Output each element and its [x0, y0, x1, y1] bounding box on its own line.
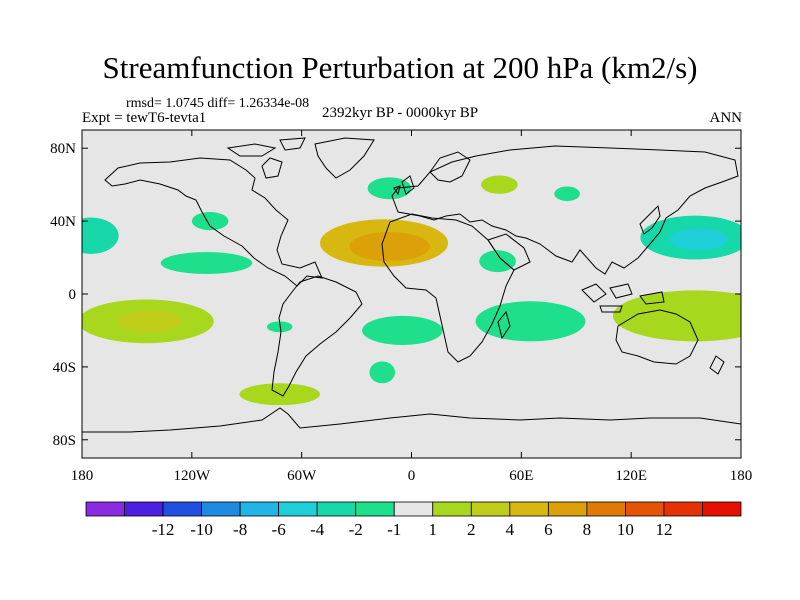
colorbar-swatch — [239, 501, 280, 517]
colorbar-label: 4 — [506, 520, 515, 539]
colorbar-swatch — [393, 501, 434, 517]
colorbar-label: 1 — [429, 520, 438, 539]
x-tick-label: 60E — [509, 468, 533, 484]
y-tick-label: 0 — [69, 287, 77, 303]
anomaly-europe-negative — [191, 212, 229, 231]
colorbar-swatch — [278, 501, 318, 517]
anomaly-north-africa-core — [349, 232, 430, 262]
colorbar-swatch — [586, 501, 626, 517]
anomaly-north-pacific-west-negative — [82, 217, 119, 254]
coastline-antarctica — [82, 407, 741, 433]
anomaly-north-africa-small-positive — [481, 175, 518, 194]
anomaly-north-atlantic-negative — [367, 177, 412, 200]
colorbar-label: -12 — [152, 520, 175, 539]
colorbar-label: -10 — [190, 520, 213, 539]
coastline-japan — [639, 204, 661, 235]
anomaly-east-pacific-core — [116, 310, 183, 333]
colorbar-swatch — [625, 501, 665, 517]
colorbar-label: 6 — [544, 520, 553, 539]
x-tick-label: 180 — [730, 468, 753, 484]
anomaly-central-asia-negative — [554, 186, 580, 202]
coastline-indonesia — [581, 283, 665, 313]
colorbar-label: -4 — [310, 520, 325, 539]
x-tick-label: 120E — [615, 468, 647, 484]
coastline-british-isles — [393, 175, 415, 196]
coastline-australia — [615, 309, 699, 365]
coastline-north-america — [104, 157, 323, 287]
colorbar-swatch — [162, 501, 202, 517]
anomaly-indian-ocean-negative — [475, 301, 586, 342]
x-tick-label: 180 — [71, 468, 94, 484]
colorbar-swatch — [201, 501, 241, 517]
colorbar-swatch — [85, 501, 125, 517]
colorbar-swatch — [316, 501, 357, 517]
anomaly-south-atlantic-negative — [362, 315, 443, 346]
anomaly-south-atlantic-small-negative — [369, 361, 396, 384]
colorbar-label: 12 — [655, 520, 672, 539]
coastline-arctic-islands — [226, 137, 306, 157]
anomaly-south-america-negative — [266, 321, 293, 333]
colorbar-label: -1 — [387, 520, 401, 539]
y-tick-label: 40N — [50, 214, 76, 230]
colorbar-swatch — [470, 501, 511, 517]
colorbar-swatch — [509, 501, 549, 517]
colorbar-label: 2 — [467, 520, 476, 539]
coastline-scandinavia — [429, 151, 471, 183]
colorbar-label: 8 — [583, 520, 592, 539]
colorbar-swatch — [663, 501, 703, 517]
stats-label: rmsd= 1.0745 diff= 1.26334e-08 — [126, 96, 310, 111]
colorbar-label: -2 — [349, 520, 363, 539]
colorbar-swatch — [547, 501, 588, 517]
colorbar-swatch — [355, 501, 395, 517]
coastline-hudson-bay — [261, 157, 283, 179]
y-tick-label: 80N — [50, 141, 76, 157]
y-tick-label: 80S — [53, 433, 76, 449]
coastline-eurasia — [391, 145, 739, 275]
colorbar-label: 10 — [617, 520, 634, 539]
anomaly-arabia-negative — [479, 250, 516, 273]
anomaly-pacific-north-negative — [160, 252, 253, 274]
coastline-greenland — [314, 137, 375, 179]
x-tick-label: 120W — [173, 468, 211, 484]
x-tick-label: 0 — [408, 468, 416, 484]
y-tick-label: 40S — [53, 360, 76, 376]
colorbar-label: -6 — [272, 520, 286, 539]
chart-title: Streamfunction Perturbation at 200 hPa (… — [102, 50, 698, 85]
colorbar-label: -8 — [233, 520, 247, 539]
anomaly-northwest-pacific-core — [669, 228, 729, 251]
coastline-new-zealand — [709, 355, 725, 375]
coastline-madagascar — [497, 310, 511, 340]
coastline-south-america — [271, 275, 363, 397]
colorbar-swatch — [432, 501, 472, 517]
colorbar-swatch — [124, 501, 164, 517]
season-label: ANN — [709, 110, 743, 126]
coastline-africa — [381, 213, 515, 363]
colorbar-swatch — [702, 501, 742, 517]
period-label: 2392kyr BP - 0000kyr BP — [322, 105, 479, 121]
experiment-label: Expt = tewT6-tevta1 — [82, 110, 207, 126]
coastline-arabia — [487, 233, 531, 271]
x-tick-label: 60W — [287, 468, 317, 484]
